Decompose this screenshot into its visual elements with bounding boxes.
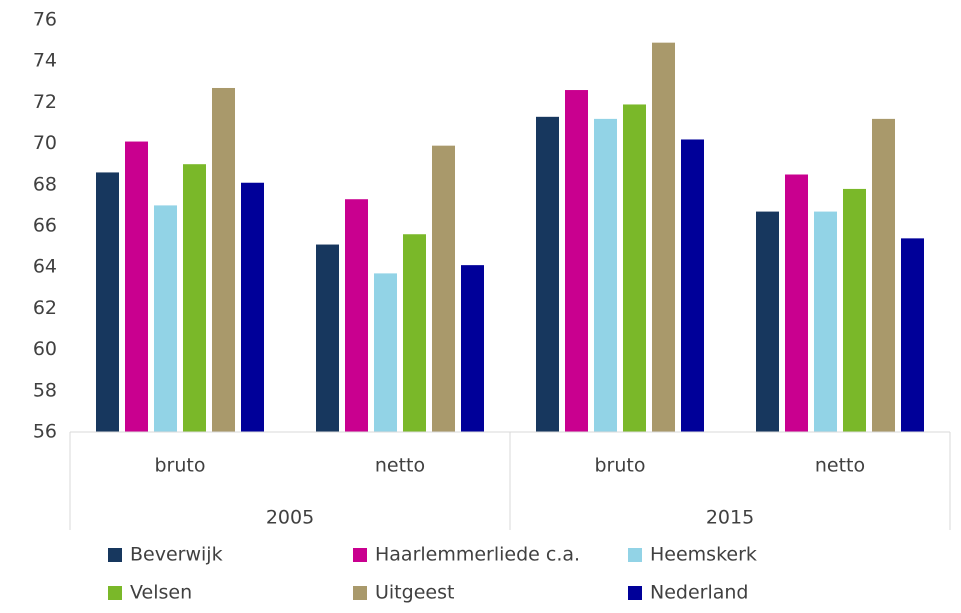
legend-label: Nederland xyxy=(650,582,749,604)
bar xyxy=(814,211,837,432)
bar xyxy=(316,244,339,432)
y-tick-label: 64 xyxy=(33,256,57,278)
bar xyxy=(681,139,704,433)
bar xyxy=(154,205,177,432)
legend-label: Beverwijk xyxy=(130,544,223,566)
y-tick-label: 58 xyxy=(33,379,57,401)
bar xyxy=(652,42,675,432)
x-tick-label: netto xyxy=(815,455,865,477)
bar xyxy=(125,141,148,433)
bar xyxy=(872,118,895,432)
bar xyxy=(594,118,617,432)
y-tick-label: 62 xyxy=(33,297,57,319)
legend-swatch xyxy=(628,586,642,600)
y-tick-label: 76 xyxy=(33,9,57,31)
legend-label: Haarlemmerliede c.a. xyxy=(375,544,580,566)
bar xyxy=(183,164,206,432)
legend-label: Heemskerk xyxy=(650,544,757,566)
group-label: 2005 xyxy=(266,507,314,529)
legend-swatch xyxy=(108,586,122,600)
bar xyxy=(565,90,588,432)
legend-swatch xyxy=(353,548,367,562)
bar xyxy=(212,87,235,432)
legend-swatch xyxy=(353,586,367,600)
bar xyxy=(374,273,397,432)
legend-label: Uitgeest xyxy=(375,582,454,604)
bar xyxy=(96,172,119,432)
x-tick-label: netto xyxy=(375,455,425,477)
y-tick-label: 66 xyxy=(33,215,57,237)
group-label: 2015 xyxy=(706,507,754,529)
bar xyxy=(901,238,924,432)
y-tick-label: 70 xyxy=(33,132,57,154)
x-tick-label: bruto xyxy=(595,455,646,477)
legend-label: Velsen xyxy=(130,582,192,604)
x-tick-label: bruto xyxy=(155,455,206,477)
bar xyxy=(461,265,484,432)
bar xyxy=(623,104,646,433)
legend-swatch xyxy=(628,548,642,562)
bar xyxy=(403,234,426,432)
y-tick-label: 60 xyxy=(33,338,57,360)
bar xyxy=(432,145,455,432)
bar xyxy=(241,182,264,432)
y-tick-label: 74 xyxy=(33,50,57,72)
y-tick-label: 56 xyxy=(33,421,57,443)
bar xyxy=(785,174,808,432)
bar xyxy=(756,211,779,432)
bar xyxy=(536,116,559,432)
legend-swatch xyxy=(108,548,122,562)
bar xyxy=(345,199,368,432)
y-tick-label: 68 xyxy=(33,173,57,195)
bar xyxy=(843,188,866,432)
y-tick-label: 72 xyxy=(33,91,57,113)
